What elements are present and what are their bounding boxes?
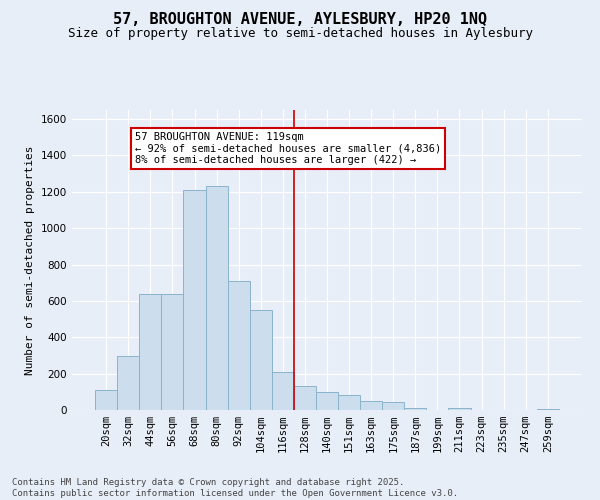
Bar bbox=[338, 396, 360, 410]
Text: Contains HM Land Registry data © Crown copyright and database right 2025.
Contai: Contains HM Land Registry data © Crown c… bbox=[12, 478, 458, 498]
Bar bbox=[316, 392, 338, 410]
Bar bbox=[227, 281, 250, 410]
Bar bbox=[117, 356, 139, 410]
Bar bbox=[250, 310, 272, 410]
Bar bbox=[404, 408, 427, 410]
Bar bbox=[161, 294, 184, 410]
Bar bbox=[360, 401, 382, 410]
Text: 57 BROUGHTON AVENUE: 119sqm
← 92% of semi-detached houses are smaller (4,836)
8%: 57 BROUGHTON AVENUE: 119sqm ← 92% of sem… bbox=[135, 132, 441, 165]
Text: 57, BROUGHTON AVENUE, AYLESBURY, HP20 1NQ: 57, BROUGHTON AVENUE, AYLESBURY, HP20 1N… bbox=[113, 12, 487, 28]
Bar bbox=[206, 186, 227, 410]
Bar bbox=[139, 294, 161, 410]
Bar bbox=[448, 408, 470, 410]
Bar bbox=[272, 372, 294, 410]
Bar bbox=[537, 409, 559, 410]
Bar bbox=[95, 390, 117, 410]
Bar bbox=[184, 190, 206, 410]
Text: Size of property relative to semi-detached houses in Aylesbury: Size of property relative to semi-detach… bbox=[67, 28, 533, 40]
Y-axis label: Number of semi-detached properties: Number of semi-detached properties bbox=[25, 145, 35, 375]
Bar bbox=[294, 386, 316, 410]
Bar bbox=[382, 402, 404, 410]
